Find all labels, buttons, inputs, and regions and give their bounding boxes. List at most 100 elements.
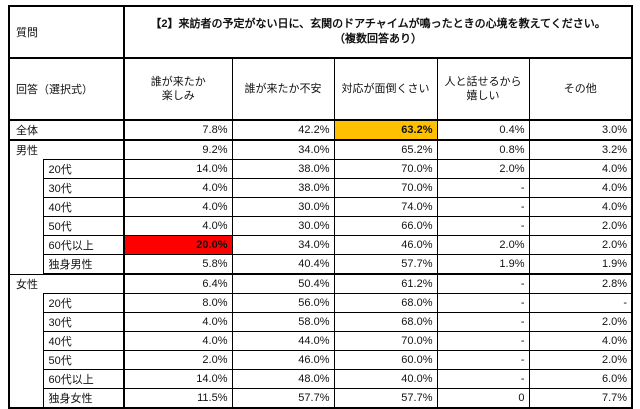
- value-cell: -: [436, 216, 530, 236]
- value-cell: 38.0%: [231, 159, 335, 179]
- value-cell: 14.0%: [123, 159, 233, 179]
- value-cell: 6.0%: [528, 369, 633, 389]
- table-row-zentai: 全体 7.8% 42.2% 63.2% 0.4% 3.0%: [8, 119, 633, 141]
- value-cell: 1.9%: [528, 254, 633, 275]
- value-cell: 70.0%: [333, 159, 438, 179]
- value-cell: 2.0%: [436, 235, 530, 255]
- row-label: 30代: [42, 178, 125, 198]
- question-label-cell: 質問: [8, 5, 125, 59]
- value-cell: 65.2%: [333, 139, 438, 160]
- value-cell: 7.8%: [123, 119, 233, 141]
- value-cell: 56.0%: [231, 293, 335, 313]
- value-cell: 2.0%: [528, 235, 633, 255]
- question-header-row: 質問 【2】来訪者の予定がない日に、玄関のドアチャイムが鳴ったときの心境を教えて…: [8, 5, 633, 59]
- value-cell: 42.2%: [231, 119, 335, 141]
- value-cell: 4.0%: [528, 159, 633, 179]
- indent-cell: [8, 159, 44, 274]
- value-cell: 40.0%: [333, 369, 438, 389]
- row-label: 40代: [42, 197, 125, 217]
- value-cell: 40.4%: [231, 254, 335, 275]
- row-label: 30代: [42, 312, 125, 332]
- value-cell: 68.0%: [333, 312, 438, 332]
- value-cell: 0: [436, 388, 530, 409]
- column-header-sonota: その他: [528, 57, 633, 121]
- value-cell: -: [436, 293, 530, 313]
- column-header-tanoshimi: 誰が来たか 楽しみ: [123, 57, 233, 121]
- table-row-female: 女性 6.4% 50.4% 61.2% - 2.8%: [8, 273, 633, 294]
- row-label: 40代: [42, 331, 125, 351]
- value-cell: 2.0%: [528, 350, 633, 370]
- table-row-female-50s: 50代 2.0% 46.0% 60.0% - 2.0%: [9, 350, 633, 370]
- row-label: 全体: [8, 119, 125, 141]
- row-label: 独身女性: [42, 388, 125, 409]
- value-cell: 2.0%: [123, 350, 233, 370]
- value-cell: -: [436, 178, 530, 198]
- value-cell: 0.8%: [436, 139, 530, 160]
- value-cell: -: [528, 293, 633, 313]
- value-cell: 44.0%: [231, 331, 335, 351]
- question-text-line2: （複数回答あり）: [334, 33, 423, 45]
- table-row-single-female: 独身女性 11.5% 57.7% 57.7% 0 7.7%: [9, 388, 633, 409]
- value-cell: 2.0%: [528, 312, 633, 332]
- value-cell: 9.2%: [123, 139, 233, 160]
- value-cell: -: [436, 273, 530, 294]
- value-cell: 2.0%: [528, 216, 633, 236]
- row-label: 20代: [42, 159, 125, 179]
- value-cell: 0.4%: [436, 119, 530, 141]
- table-row-male-50s: 50代 4.0% 30.0% 66.0% - 2.0%: [9, 216, 633, 236]
- value-cell: 3.2%: [528, 139, 633, 160]
- value-cell: 60.0%: [333, 350, 438, 370]
- column-header-mendokusai: 対応が面倒くさい: [333, 57, 438, 121]
- value-cell: 8.0%: [123, 293, 233, 313]
- value-cell: 61.2%: [333, 273, 438, 294]
- value-cell: 57.7%: [333, 388, 438, 409]
- value-cell: 5.8%: [123, 254, 233, 275]
- question-text-cell: 【2】来訪者の予定がない日に、玄関のドアチャイムが鳴ったときの心境を教えてくださ…: [122, 5, 633, 59]
- value-cell: 68.0%: [333, 293, 438, 313]
- table-row-male-60plus: 60代以上 20.0% 34.0% 46.0% 2.0% 2.0%: [9, 235, 633, 255]
- value-cell: -: [436, 197, 530, 217]
- value-cell: 4.0%: [123, 216, 233, 236]
- value-cell: 4.0%: [123, 197, 233, 217]
- row-label: 独身男性: [42, 254, 125, 275]
- group-row-label: 男性: [8, 139, 125, 160]
- value-cell: 11.5%: [123, 388, 233, 409]
- survey-result-table: 質問 【2】来訪者の予定がない日に、玄関のドアチャイムが鳴ったときの心境を教えて…: [8, 5, 634, 409]
- value-cell: 50.4%: [231, 273, 335, 294]
- value-cell: 1.9%: [436, 254, 530, 275]
- table-row-male-30s: 30代 4.0% 38.0% 70.0% - 4.0%: [9, 178, 633, 198]
- value-cell: 2.8%: [528, 273, 633, 294]
- row-label: 50代: [42, 350, 125, 370]
- value-cell: 4.0%: [528, 331, 633, 351]
- value-cell: 14.0%: [123, 369, 233, 389]
- value-cell: 4.0%: [123, 312, 233, 332]
- value-cell: 48.0%: [231, 369, 335, 389]
- value-cell: 66.0%: [333, 216, 438, 236]
- value-cell: 57.7%: [231, 388, 335, 409]
- answer-header-row: 回答（選択式） 誰が来たか 楽しみ 誰が来たか不安 対応が面倒くさい 人と話せる…: [8, 57, 633, 121]
- highlighted-value-cell-yellow: 63.2%: [333, 119, 438, 141]
- answer-label-cell: 回答（選択式）: [8, 57, 125, 121]
- value-cell: 46.0%: [231, 350, 335, 370]
- indent-cell: [8, 293, 44, 408]
- highlighted-value-cell-red: 20.0%: [123, 235, 233, 255]
- row-label: 60代以上: [42, 235, 125, 255]
- value-cell: -: [436, 331, 530, 351]
- value-cell: 30.0%: [231, 216, 335, 236]
- row-label: 50代: [42, 216, 125, 236]
- value-cell: 4.0%: [123, 178, 233, 198]
- table-row-male: 男性 9.2% 34.0% 65.2% 0.8% 3.2%: [8, 139, 633, 160]
- value-cell: 70.0%: [333, 331, 438, 351]
- table-row-female-30s: 30代 4.0% 58.0% 68.0% - 2.0%: [9, 312, 633, 332]
- value-cell: 3.0%: [528, 119, 633, 141]
- value-cell: 57.7%: [333, 254, 438, 275]
- value-cell: 30.0%: [231, 197, 335, 217]
- value-cell: 6.4%: [123, 273, 233, 294]
- value-cell: 7.7%: [528, 388, 633, 409]
- value-cell: 74.0%: [333, 197, 438, 217]
- value-cell: 4.0%: [528, 197, 633, 217]
- row-label: 20代: [42, 293, 125, 313]
- question-text-line1: 【2】来訪者の予定がない日に、玄関のドアチャイムが鳴ったときの心境を教えてくださ…: [150, 18, 606, 30]
- table-row-female-40s: 40代 4.0% 44.0% 70.0% - 4.0%: [9, 331, 633, 351]
